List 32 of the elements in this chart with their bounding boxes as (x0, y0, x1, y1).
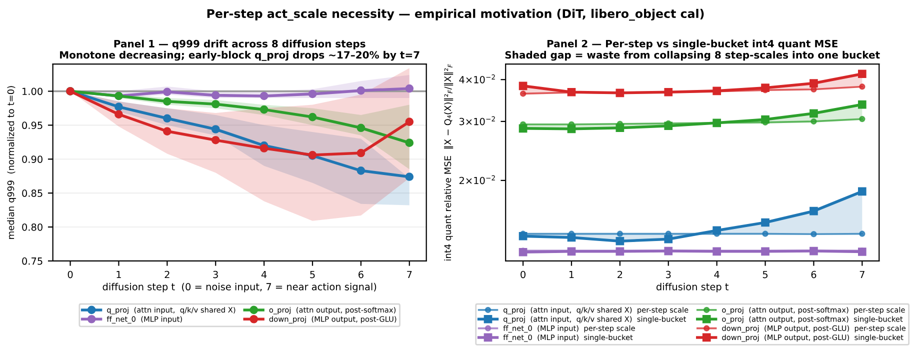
y-tick-label: 4×10$^{−2}$ (459, 74, 495, 84)
x-tick-label: 7 (407, 270, 412, 278)
x-tick-label: 6 (358, 270, 364, 278)
x-tick-label: 1 (569, 270, 574, 278)
y-tick-label: 0.75 (22, 257, 42, 265)
x-tick-label: 0 (520, 270, 526, 278)
x-tick-label: 5 (762, 270, 768, 278)
y-tick-label: 0.80 (22, 223, 42, 231)
x-tick-label: 4 (714, 270, 720, 278)
y-tick-label: 3×10$^{−2}$ (459, 116, 495, 126)
x-tick-label: 2 (618, 270, 622, 278)
y-axis-title: median q999 (normalized to t=0) (7, 86, 16, 239)
x-tick-label: 4 (261, 270, 267, 278)
x-tick-label: 5 (310, 270, 315, 278)
x-tick-label: 0 (68, 270, 73, 278)
x-tick-label: 1 (116, 270, 121, 278)
x-tick-label: 3 (213, 270, 218, 278)
x-tick-label: 6 (811, 270, 816, 278)
y-axis-title: int4 quant relative MSE ‖X − Q₄(X)‖²$_{F}$/‖X‖²$_{F}$ (444, 64, 454, 260)
x-tick-label: 7 (860, 270, 864, 278)
x-tick-label: 2 (164, 270, 170, 278)
y-tick-label: 0.90 (22, 156, 42, 163)
y-tick-label: 1.00 (22, 88, 42, 96)
chart-title: Panel 1 — q999 drift across 8 diffusion steps Monotone decreasing; early-block q_proj drops ~17–20% by t=7 (60, 40, 420, 61)
x-axis-title: diffusion step t (0 = noise input, 7 = near action signal) (102, 282, 376, 292)
text: Per-step act_scale necessity — empirical motivation (DiT, libero_object cal) (207, 8, 704, 21)
y-tick-label: 2×10$^{−2}$ (459, 175, 495, 184)
y-tick-label: 0.95 (22, 122, 42, 130)
x-axis-title: diffusion step t (656, 282, 729, 292)
x-tick-label: 3 (666, 270, 671, 278)
chart-title: Panel 2 — Per-step vs single-bucket int4 quant MSE Shaded gap = waste from collapsing 8 step-scales into one bucket (505, 40, 880, 61)
y-tick-label: 0.85 (22, 190, 42, 197)
